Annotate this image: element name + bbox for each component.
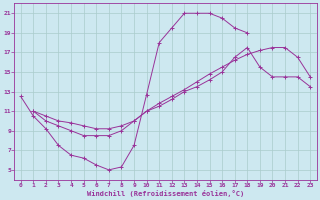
X-axis label: Windchill (Refroidissement éolien,°C): Windchill (Refroidissement éolien,°C): [87, 190, 244, 197]
